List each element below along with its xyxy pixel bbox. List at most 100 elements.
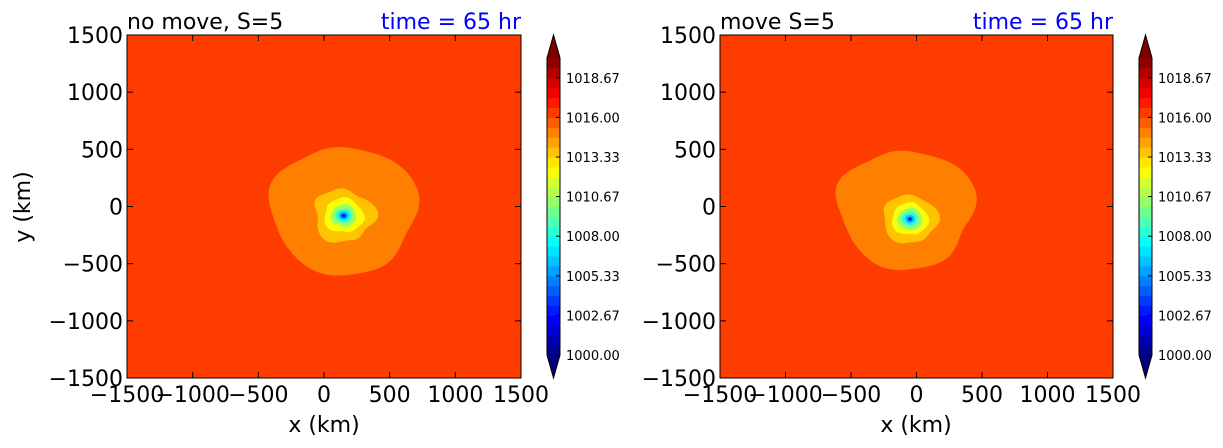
colorbar-tick-label: 1005.33 (1158, 270, 1212, 285)
y-ticks: −1500 −1000 −500 0 500 1000 1500 (49, 24, 521, 392)
colorbar-segment (1139, 236, 1152, 247)
colorbar-segment (547, 216, 560, 227)
contour-level-7 (908, 217, 912, 221)
colorbar-segment (1139, 186, 1152, 198)
y-tick-label: 1500 (67, 24, 123, 49)
x-tick-label: −1000 (155, 383, 229, 408)
colorbar-segment (547, 107, 560, 118)
colorbar-segment (547, 335, 560, 346)
colorbar-extend-min (547, 355, 560, 378)
y-tick-label: 500 (674, 138, 716, 163)
colorbar-segment (547, 315, 560, 326)
x-ticks: −1500−1000−500 0 500 1000 1500 (90, 35, 549, 408)
colorbar-segment (547, 58, 560, 69)
y-tick-label: −1000 (642, 310, 716, 335)
x-tick-label: 1500 (493, 383, 549, 408)
colorbar-segment (1139, 166, 1152, 178)
colorbar-tick-label: 1008.00 (1158, 230, 1212, 245)
colorbar-segment (547, 275, 560, 287)
panel-move: −1500−1000−500 0 500 1000 1500 −1500−1000−50… (642, 10, 1212, 438)
x-tick-label: 1500 (1085, 383, 1141, 408)
x-tick-label: 0 (910, 383, 924, 408)
panel-title-left: move S=5 (720, 10, 835, 35)
colorbar-segment (1139, 246, 1152, 257)
colorbar-segment (1139, 216, 1152, 227)
colorbar-segment (547, 176, 560, 188)
colorbar-tick-label: 1013.33 (1158, 151, 1212, 166)
colorbar-segment (1139, 226, 1152, 237)
colorbar-tick-label: 1010.67 (1158, 191, 1212, 206)
colorbar-extend-max (547, 35, 560, 58)
colorbar: 1000.00 1002.67 1005.33 1008.00 1010.67 1013.… (546, 33, 620, 380)
y-tick-label: −500 (656, 253, 716, 278)
x-tick-label: 0 (317, 383, 331, 408)
x-axis-label: x (km) (880, 413, 951, 438)
y-tick-label: 0 (702, 196, 716, 221)
colorbar-segment (547, 236, 560, 247)
colorbar-segment (1139, 315, 1152, 326)
y-tick-label: −500 (63, 253, 123, 278)
x-axis-label: x (km) (288, 413, 359, 438)
panel-title-right: time = 65 hr (973, 10, 1114, 35)
colorbar-segment (1139, 147, 1152, 158)
colorbar-segment (547, 206, 560, 217)
colorbar-segment (547, 166, 560, 178)
y-tick-label: 1500 (660, 24, 716, 49)
colorbar-segment (1139, 176, 1152, 188)
colorbar-segment (547, 137, 560, 148)
y-ticks: −1500 −1000 −500 0 500 1000 1500 (642, 24, 1113, 392)
colorbar-segment (547, 196, 560, 207)
colorbar-segment (1139, 58, 1152, 69)
y-tick-label: 1000 (660, 81, 716, 106)
colorbar-segment (1139, 157, 1152, 168)
colorbar-segment (1139, 127, 1152, 138)
x-ticks: −1500−1000−500 0 500 1000 1500 (683, 35, 1141, 408)
colorbar: 1000.00 1002.67 1005.33 1008.00 1010.67 1013.… (1138, 33, 1212, 380)
colorbar-segment (1139, 107, 1152, 118)
x-tick-label: 500 (961, 383, 1003, 408)
x-tick-label: −500 (821, 383, 881, 408)
y-tick-label: −1500 (49, 367, 123, 392)
colorbar-segment (1139, 137, 1152, 148)
colorbar-segment (547, 117, 560, 128)
y-tick-label: −1000 (49, 310, 123, 335)
panel-title-right: time = 65 hr (381, 10, 522, 35)
panel-no-move: −1500−1000−500 0 500 1000 1500 −1500−1000−50… (11, 10, 620, 438)
colorbar-tick-label: 1016.00 (566, 111, 620, 126)
colorbar-segment (547, 87, 560, 99)
colorbar-tick-label: 1002.67 (566, 309, 620, 324)
colorbar-tick-label: 1018.67 (1158, 72, 1212, 87)
colorbar-segment (1139, 97, 1152, 108)
colorbar-tick-label: 1008.00 (566, 230, 620, 245)
colorbar-segment (547, 285, 560, 297)
colorbar-segment (1139, 265, 1152, 277)
colorbar-segment (547, 127, 560, 138)
colorbar-segment (1139, 196, 1152, 207)
x-tick-label: 500 (369, 383, 411, 408)
colorbar-segment (1139, 335, 1152, 346)
colorbar-segment (547, 265, 560, 277)
y-tick-label: 500 (81, 138, 123, 163)
colorbar-segment (547, 305, 560, 316)
x-tick-label: −1500 (90, 383, 164, 408)
x-tick-label: 1000 (427, 383, 483, 408)
colorbar-tick-label: 1018.67 (566, 72, 620, 87)
colorbar-extend-min (1139, 355, 1152, 378)
panel-title-left: no move, S=5 (127, 10, 283, 35)
colorbar-segment (547, 226, 560, 237)
colorbar-segment (1139, 256, 1152, 267)
colorbar-segment (547, 97, 560, 108)
colorbar-segment (1139, 117, 1152, 128)
colorbar-segment (1139, 345, 1152, 356)
colorbar-segment (547, 147, 560, 158)
x-tick-label: −1500 (683, 383, 757, 408)
colorbar-tick-label: 1002.67 (1158, 309, 1212, 324)
colorbar-segment (547, 295, 560, 306)
colorbar-segment (547, 256, 560, 267)
colorbar-segment (1139, 275, 1152, 287)
colorbar-tick-label: 1000.00 (566, 349, 620, 364)
colorbar-tick-label: 1005.33 (566, 270, 620, 285)
contour-level-7 (342, 214, 346, 217)
y-tick-label: 1000 (67, 81, 123, 106)
y-tick-label: 0 (109, 196, 123, 221)
